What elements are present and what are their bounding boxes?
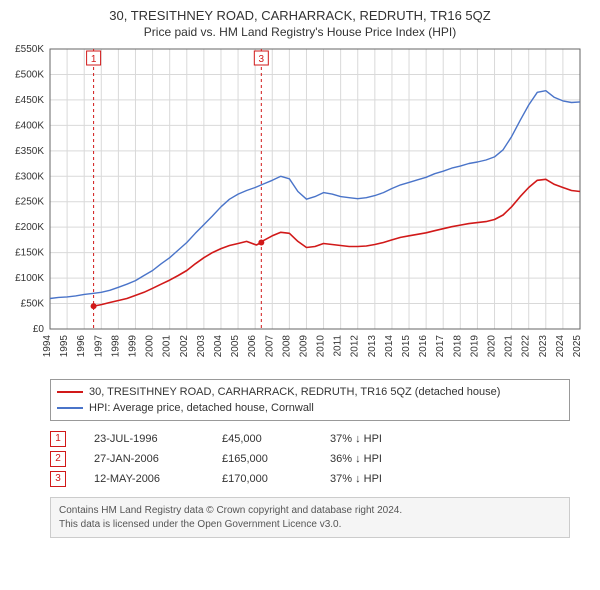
svg-text:£0: £0 bbox=[33, 324, 45, 335]
svg-text:1994: 1994 bbox=[42, 335, 53, 358]
svg-text:2017: 2017 bbox=[435, 335, 446, 358]
sale-delta: 37% ↓ HPI bbox=[330, 469, 382, 489]
svg-text:2011: 2011 bbox=[333, 335, 344, 357]
svg-text:£350K: £350K bbox=[15, 146, 44, 157]
svg-text:2007: 2007 bbox=[264, 335, 275, 358]
svg-text:3: 3 bbox=[259, 54, 265, 65]
sale-row: 1 23-JUL-1996 £45,000 37% ↓ HPI bbox=[50, 429, 570, 449]
svg-text:1: 1 bbox=[91, 54, 97, 65]
svg-text:2002: 2002 bbox=[179, 335, 190, 358]
sale-date: 27-JAN-2006 bbox=[94, 449, 194, 469]
sale-delta: 36% ↓ HPI bbox=[330, 449, 382, 469]
sale-date: 12-MAY-2006 bbox=[94, 469, 194, 489]
svg-text:2014: 2014 bbox=[384, 335, 395, 358]
legend-swatch bbox=[57, 391, 83, 393]
svg-text:2016: 2016 bbox=[418, 335, 429, 358]
svg-text:1997: 1997 bbox=[93, 335, 104, 358]
svg-text:1996: 1996 bbox=[76, 335, 87, 358]
svg-text:1998: 1998 bbox=[110, 335, 121, 358]
svg-text:2025: 2025 bbox=[572, 335, 583, 358]
sale-marker: 3 bbox=[50, 471, 66, 487]
svg-text:2023: 2023 bbox=[538, 335, 549, 358]
svg-text:£400K: £400K bbox=[15, 120, 44, 131]
svg-text:£100K: £100K bbox=[15, 273, 44, 284]
svg-text:2004: 2004 bbox=[213, 335, 224, 358]
attribution-footer: Contains HM Land Registry data © Crown c… bbox=[50, 497, 570, 538]
price-chart: £0 £50K £100K £150K £200K £250K £300K £350K £400… bbox=[0, 43, 600, 373]
svg-text:2010: 2010 bbox=[316, 335, 327, 358]
svg-text:£200K: £200K bbox=[15, 222, 44, 233]
legend-label: 30, TRESITHNEY ROAD, CARHARRACK, REDRUTH… bbox=[89, 384, 500, 400]
chart-svg: £0 £50K £100K £150K £200K £250K £300K £350K £400… bbox=[0, 43, 600, 373]
svg-text:2005: 2005 bbox=[230, 335, 241, 358]
footer-line-1: Contains HM Land Registry data © Crown c… bbox=[59, 504, 561, 518]
svg-text:2008: 2008 bbox=[281, 335, 292, 358]
sale-price: £170,000 bbox=[222, 469, 302, 489]
legend-row: 30, TRESITHNEY ROAD, CARHARRACK, REDRUTH… bbox=[57, 384, 563, 400]
page-subtitle: Price paid vs. HM Land Registry's House … bbox=[0, 23, 600, 43]
svg-text:2009: 2009 bbox=[298, 335, 309, 358]
sale-row: 2 27-JAN-2006 £165,000 36% ↓ HPI bbox=[50, 449, 570, 469]
svg-text:£300K: £300K bbox=[15, 171, 44, 182]
svg-text:2012: 2012 bbox=[350, 335, 361, 358]
sale-marker: 2 bbox=[50, 451, 66, 467]
svg-text:£550K: £550K bbox=[15, 44, 44, 55]
sale-price: £45,000 bbox=[222, 429, 302, 449]
legend: 30, TRESITHNEY ROAD, CARHARRACK, REDRUTH… bbox=[50, 379, 570, 421]
svg-text:2021: 2021 bbox=[504, 335, 515, 358]
svg-text:2001: 2001 bbox=[162, 335, 173, 358]
sales-table: 1 23-JUL-1996 £45,000 37% ↓ HPI 2 27-JAN-2006… bbox=[50, 429, 570, 489]
sale-date: 23-JUL-1996 bbox=[94, 429, 194, 449]
legend-row: HPI: Average price, detached house, Corn… bbox=[57, 400, 563, 416]
sale-delta: 37% ↓ HPI bbox=[330, 429, 382, 449]
page-title: 30, TRESITHNEY ROAD, CARHARRACK, REDRUTH… bbox=[0, 0, 600, 23]
svg-text:2018: 2018 bbox=[452, 335, 463, 358]
svg-text:2000: 2000 bbox=[145, 335, 156, 358]
svg-text:£50K: £50K bbox=[21, 299, 45, 310]
svg-text:1999: 1999 bbox=[127, 335, 138, 358]
svg-text:2024: 2024 bbox=[555, 335, 566, 358]
svg-text:2013: 2013 bbox=[367, 335, 378, 358]
footer-line-2: This data is licensed under the Open Gov… bbox=[59, 518, 561, 532]
legend-swatch bbox=[57, 407, 83, 409]
svg-text:2015: 2015 bbox=[401, 335, 412, 358]
svg-text:£150K: £150K bbox=[15, 248, 44, 259]
svg-text:2020: 2020 bbox=[487, 335, 498, 358]
svg-text:2022: 2022 bbox=[521, 335, 532, 358]
legend-label: HPI: Average price, detached house, Corn… bbox=[89, 400, 314, 416]
svg-text:2003: 2003 bbox=[196, 335, 207, 358]
svg-text:£250K: £250K bbox=[15, 197, 44, 208]
svg-text:2006: 2006 bbox=[247, 335, 258, 358]
svg-text:£450K: £450K bbox=[15, 95, 44, 106]
svg-text:1995: 1995 bbox=[59, 335, 70, 358]
svg-text:£500K: £500K bbox=[15, 69, 44, 80]
sale-row: 3 12-MAY-2006 £170,000 37% ↓ HPI bbox=[50, 469, 570, 489]
sale-price: £165,000 bbox=[222, 449, 302, 469]
svg-text:2019: 2019 bbox=[469, 335, 480, 358]
sale-marker: 1 bbox=[50, 431, 66, 447]
